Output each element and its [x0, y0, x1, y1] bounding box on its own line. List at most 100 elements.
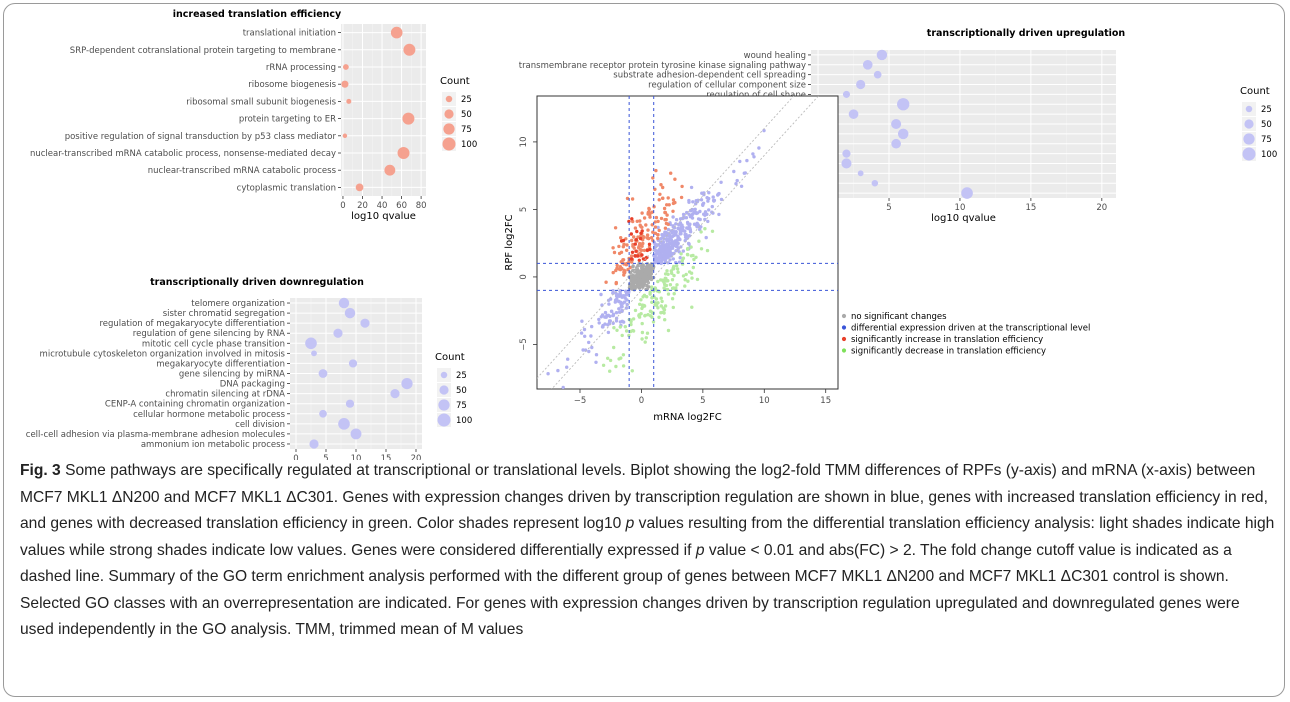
decrease-te-point [651, 311, 655, 315]
transcriptional-driven-point [658, 246, 662, 250]
transcriptional-driven-point [677, 236, 681, 240]
bubble-point [348, 359, 358, 368]
panel-title: transcriptionally driven upregulation [927, 28, 1126, 39]
decrease-te-point [673, 288, 678, 292]
caption-p-symbol-2: p [695, 541, 705, 559]
transcriptional-driven-point [599, 292, 603, 297]
category-label: regulation of cell shape [706, 90, 806, 100]
decrease-te-point [640, 337, 644, 341]
biplot-legend-label: differential expression driven at the tr… [851, 324, 1090, 334]
transcriptional-driven-point [668, 237, 672, 241]
category-label: regulation of megakaryocyte differentiat… [99, 319, 285, 329]
increase-te-point [656, 219, 660, 224]
bubble-point [841, 158, 852, 169]
category-label: substrate adhesion-dependent cell spread… [613, 71, 806, 81]
decrease-te-point [670, 297, 675, 301]
caption-text-2: values resulting from the differential t… [20, 515, 1275, 559]
x-tick-label: 0 [639, 396, 644, 406]
transcriptional-driven-point [618, 289, 622, 293]
decrease-te-point [684, 272, 688, 277]
category-label: nuclear-transcribed mRNA catabolic proce… [148, 166, 337, 176]
increase-te-point [647, 245, 652, 249]
increase-te-point [641, 241, 645, 246]
decrease-te-point [648, 309, 653, 313]
legend-label: 50 [1261, 120, 1272, 130]
increase-te-point [649, 236, 654, 240]
category-label: ammonium ion metabolic process [141, 440, 286, 450]
no-change-point [629, 286, 634, 290]
decrease-te-point [697, 239, 701, 243]
legend-label: 25 [456, 371, 467, 381]
decrease-te-point [699, 247, 704, 251]
increase-te-point [661, 185, 665, 190]
increase-te-point [645, 248, 650, 253]
transcriptional-driven-point [674, 244, 679, 249]
legend-label: 75 [456, 401, 467, 411]
transcriptional-driven-point [581, 348, 585, 352]
transcriptional-driven-point [751, 152, 755, 156]
transcriptional-driven-point [620, 294, 624, 298]
transcriptional-driven-point [711, 198, 716, 203]
decrease-te-point [670, 278, 675, 282]
category-label: megakaryocyte differentiation [156, 359, 285, 369]
increase-te-point [632, 235, 636, 239]
increase-te-point [650, 210, 654, 214]
increase-te-point [644, 223, 648, 227]
decrease-te-point [624, 329, 629, 333]
decrease-te-point [668, 283, 673, 287]
transcriptional-driven-point [611, 313, 615, 318]
category-label: sister chromatid segregation [163, 309, 285, 319]
category-label: chromatin silencing at rDNA [165, 390, 285, 400]
transcriptional-driven-point [556, 368, 560, 373]
transcriptional-driven-point [696, 217, 701, 221]
transcriptional-driven-point [652, 248, 657, 252]
legend-label: 100 [461, 140, 477, 150]
increase-te-point [615, 263, 619, 268]
panel-title: transcriptionally driven downregulation [150, 277, 364, 288]
category-label: regulation of gene silencing by RNA [133, 329, 285, 339]
panel-title: increased translation efficiency [173, 9, 342, 20]
increase-te-point [634, 249, 638, 253]
decrease-te-point [663, 304, 668, 308]
transcriptional-driven-point [673, 230, 677, 235]
category-label: protein targeting to ER [239, 115, 336, 125]
no-change-point [642, 277, 647, 282]
increase-te-point [650, 223, 654, 227]
transcriptional-driven-point [594, 360, 598, 364]
no-change-point [648, 266, 653, 270]
x-tick-label: 20 [411, 454, 422, 460]
legend-bubble [1243, 133, 1255, 145]
transcriptional-driven-point [745, 158, 749, 163]
transcriptional-driven-point [671, 257, 675, 261]
x-tick-label: 40 [377, 201, 388, 211]
increase-te-point [651, 230, 655, 234]
category-label: cell division [235, 420, 285, 430]
bubble-point [873, 70, 882, 79]
legend-bubble [1242, 147, 1256, 161]
transcriptional-driven-point [561, 385, 565, 389]
caption-text-1: Some pathways are specifically regulated… [20, 462, 1268, 532]
decrease-te-point [601, 363, 606, 367]
transcriptional-driven-point [717, 191, 721, 196]
transcriptional-driven-point [681, 229, 685, 233]
increase-te-point [680, 184, 684, 189]
decrease-te-point [612, 326, 616, 330]
transcriptional-driven-point [660, 244, 664, 248]
bubble-point [891, 118, 902, 130]
increase-te-point [617, 244, 621, 249]
legend-bubble [442, 137, 456, 151]
transcriptional-driven-point [710, 210, 714, 214]
bubble-point [891, 138, 901, 149]
bubble-point [344, 307, 356, 319]
decrease-te-point [642, 293, 647, 297]
transcriptional-driven-point [705, 196, 709, 200]
decrease-te-point [659, 296, 663, 300]
no-change-point [635, 266, 639, 270]
decrease-te-point [631, 329, 636, 333]
biplot-legend-label: significantly decrease in translation ef… [851, 347, 1046, 357]
transcriptional-driven-point [670, 234, 675, 239]
no-change-point [632, 283, 636, 287]
decrease-te-point [615, 328, 619, 332]
decrease-te-point [705, 248, 710, 253]
bubble-point [401, 377, 413, 390]
